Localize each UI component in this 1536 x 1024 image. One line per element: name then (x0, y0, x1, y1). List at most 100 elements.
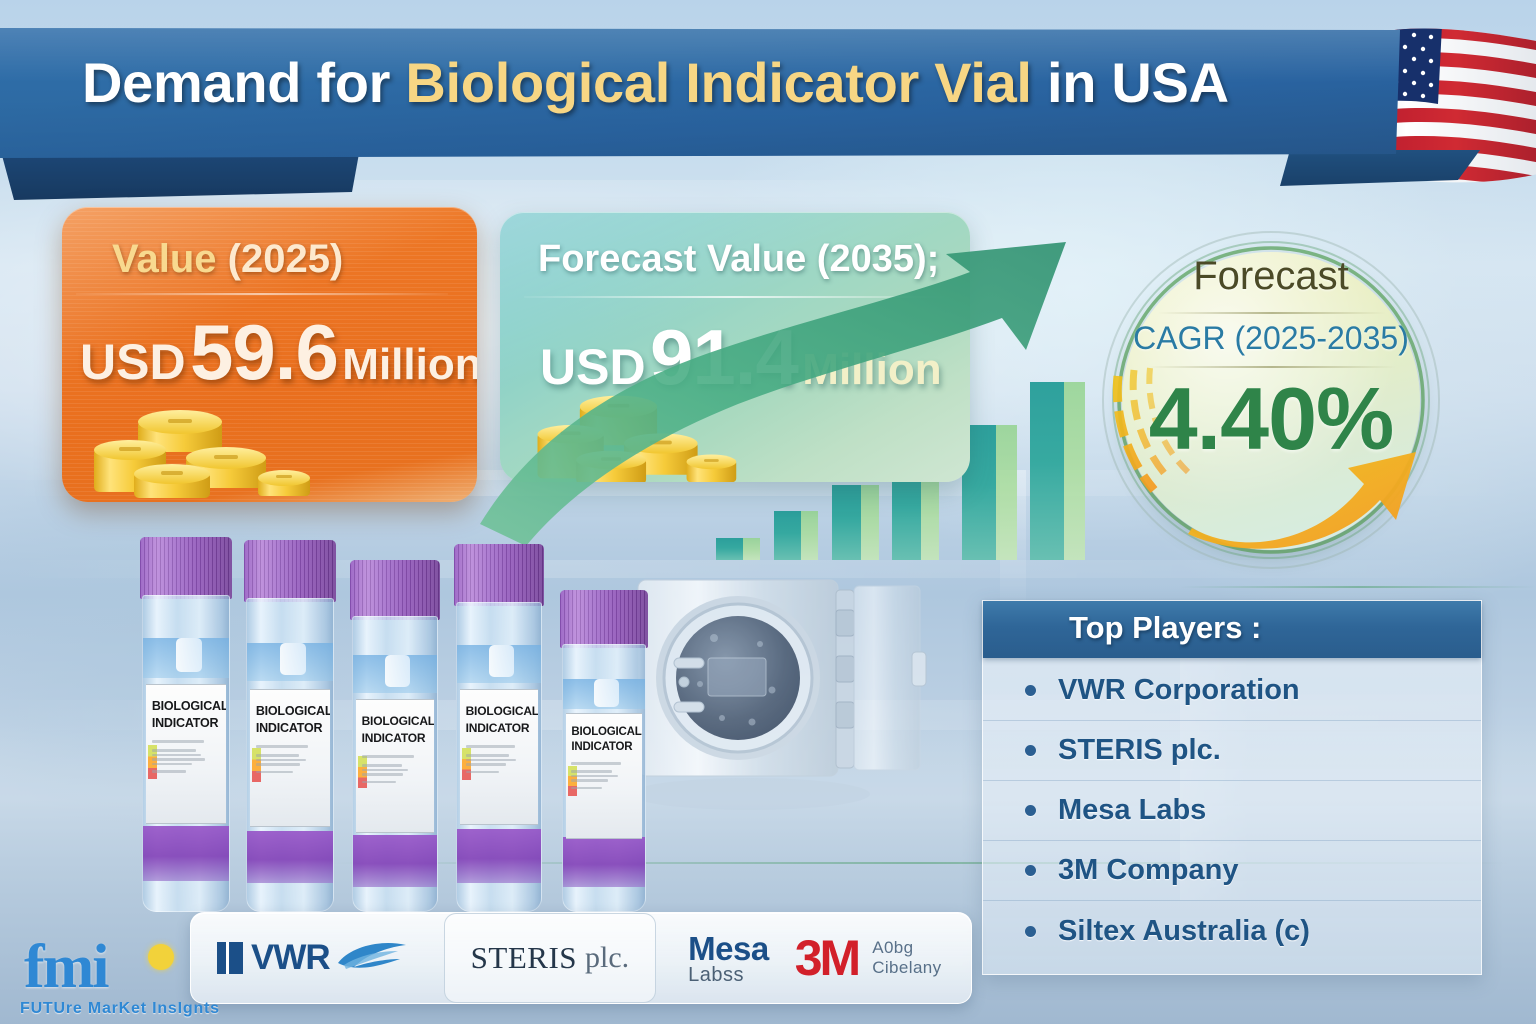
bar-segment-primary (774, 511, 802, 560)
bullet-icon (1025, 925, 1036, 937)
vial-label-fineprint (356, 755, 434, 783)
vial-body: BIOLOGICAL INDICATOR (141, 595, 231, 912)
vial-label-line1: BIOLOGICAL (255, 704, 330, 718)
vial-ampoule (279, 643, 306, 675)
bar-segment-secondary (801, 511, 818, 560)
top-players-panel: Top Players : VWR Corporation STERIS plc… (982, 600, 1482, 975)
top-players-list: VWR Corporation STERIS plc. Mesa Labs 3M… (983, 661, 1481, 961)
vial: BIOLOGICAL INDICATOR (560, 590, 648, 912)
value-card-divider (76, 293, 448, 295)
vial-label-line1: BIOLOGICAL (361, 714, 434, 728)
list-item[interactable]: STERIS plc. (983, 721, 1481, 781)
page-title: Demand for Biological Indicator Vial in … (82, 50, 1332, 115)
vial-ampoule (384, 655, 411, 687)
bullet-icon (1025, 685, 1036, 696)
threem-logo-sub-line1: A0bg (872, 938, 914, 958)
vial-cap (350, 560, 440, 620)
vial-cap (560, 590, 648, 648)
vial-label: BIOLOGICAL INDICATOR (566, 713, 642, 839)
bullet-icon (1025, 805, 1036, 816)
background-accent-line (330, 862, 1510, 864)
bar-segment-primary (1030, 382, 1065, 560)
vial-liquid-bottom (352, 835, 438, 887)
vial-label-line2: INDICATOR (361, 731, 426, 745)
list-item[interactable]: Mesa Labs (983, 781, 1481, 841)
vial-label: BIOLOGICAL INDICATOR (146, 684, 226, 824)
player-name: Siltex Australia (c) (1058, 914, 1310, 947)
vial-label-line2: INDICATOR (255, 721, 323, 735)
partner-logo-bar: VWR STERIS plc. Mesa Labss 3M A0bg Cibel… (190, 912, 972, 1004)
bullet-icon (1025, 745, 1036, 756)
vial-label-colorchip (148, 745, 158, 779)
value-card-unit: Million (342, 340, 477, 389)
value-card: Value (2025) USD 59.6 Million (62, 207, 477, 502)
vwr-logo-text: VWR (251, 938, 331, 977)
player-name: Mesa Labs (1058, 794, 1207, 826)
value-card-title-lead: Value (112, 237, 217, 281)
banner-fold-right (1280, 150, 1480, 186)
value-card-amount: USD 59.6 Million (80, 307, 477, 398)
vial-label-fineprint (566, 762, 642, 789)
bar-segment-secondary (743, 538, 760, 560)
threem-logo-text: 3M (794, 930, 861, 986)
vial-liquid-bottom (562, 837, 646, 887)
chart-bar (774, 511, 818, 560)
vial-label-fineprint (460, 745, 538, 773)
player-name: VWR Corporation (1058, 674, 1300, 706)
autoclave-sterilizer-icon (630, 572, 960, 862)
vwr-logo: VWR (217, 913, 410, 1003)
player-name: STERIS plc. (1058, 734, 1221, 766)
vial-liquid-bottom (142, 826, 230, 881)
list-item[interactable]: VWR Corporation (983, 661, 1481, 721)
vial-label: BIOLOGICAL INDICATOR (460, 689, 538, 825)
chart-bar (716, 538, 760, 560)
title-part1: Demand for (82, 51, 406, 114)
vial-ampoule (594, 679, 619, 707)
vwr-mark-icon (217, 942, 243, 974)
bullet-icon (1025, 865, 1036, 876)
vial-label-line1: BIOLOGICAL (151, 699, 226, 713)
vial-body: BIOLOGICAL INDICATOR (455, 602, 543, 912)
forecast-card-divider (524, 296, 944, 298)
steris-logo: STERIS plc. (443, 913, 657, 1003)
fmi-logo[interactable]: fmi FUTUre MarKet InsIgnts (8, 933, 258, 1024)
cagr-divider-bottom (1148, 366, 1396, 368)
vial: BIOLOGICAL INDICATOR (244, 540, 336, 912)
vial: BIOLOGICAL INDICATOR (350, 560, 440, 912)
forecast-card-title: Forecast Value (2035); (538, 238, 940, 280)
fmi-wordmark: fmi (24, 933, 110, 1001)
vial-label: BIOLOGICAL INDICATOR (356, 699, 434, 833)
bar-segment-secondary (861, 485, 879, 560)
vial-ampoule (488, 645, 515, 677)
value-card-number: 59.6 (190, 308, 339, 396)
vial-label-line2: INDICATOR (465, 721, 530, 735)
vial-ampoule (175, 638, 202, 672)
title-highlight: Biological Indicator Vial (405, 51, 1032, 114)
vial-label-line1: BIOLOGICAL (465, 704, 538, 718)
list-item[interactable]: 3M Company (983, 841, 1481, 901)
title-part2: in USA (1031, 51, 1229, 114)
vial-label-fineprint (250, 745, 329, 773)
steris-logo-suffix: plc. (585, 941, 630, 974)
threem-logo: 3M A0bg Cibelany (795, 913, 942, 1003)
vial-cap (244, 540, 336, 602)
value-card-currency: USD (80, 334, 186, 390)
bar-segment-primary (832, 485, 862, 560)
steris-logo-text: STERIS (470, 940, 578, 975)
top-players-title: Top Players : (1069, 610, 1262, 645)
forecast-value-card: Forecast Value (2035); USD 91.4 Million (500, 212, 970, 482)
vial: BIOLOGICAL INDICATOR (454, 544, 544, 912)
background-accent-line (1180, 586, 1536, 588)
coin-stack-icon (86, 392, 336, 502)
value-card-title-year: (2025) (216, 237, 344, 281)
fmi-tagline: FUTUre MarKet InsIgnts (20, 1000, 220, 1017)
mesa-logo-line1: Mesa (688, 929, 769, 967)
vwr-swoosh-icon (336, 941, 410, 975)
banner-sheen (0, 28, 1400, 158)
list-item[interactable]: Siltex Australia (c) (983, 901, 1481, 961)
chart-bar (1030, 382, 1085, 560)
vial-label-line1: BIOLOGICAL (571, 726, 642, 738)
threem-logo-sub: A0bg Cibelany (872, 938, 941, 977)
cagr-value: 4.40% (1148, 369, 1395, 468)
mesa-labs-logo: Mesa Labss (688, 913, 769, 1003)
